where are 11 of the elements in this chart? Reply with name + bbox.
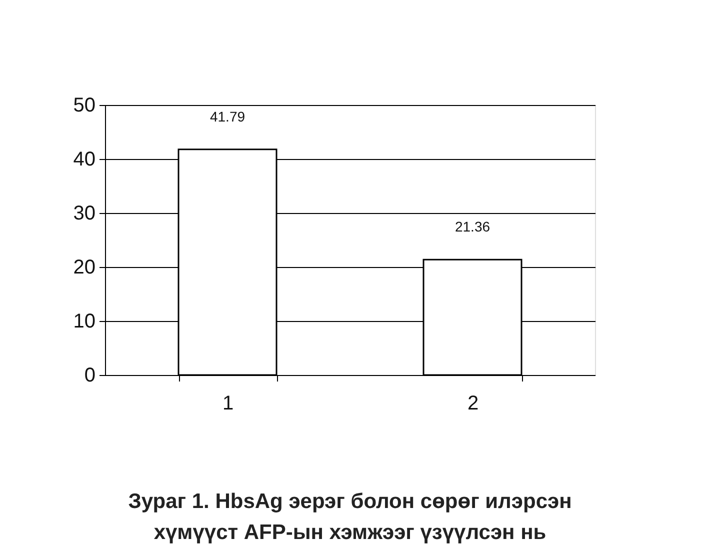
- data-label: 41.79: [210, 108, 246, 124]
- y-tick-label: 20: [73, 256, 96, 278]
- y-tick-label: 40: [73, 148, 96, 170]
- text: Зураг 1. HbsAg эерэг болон сөрөг илэрсэн хүмүүст AFP-ын хэмжээг үзүүлсэн нь: [128, 490, 572, 544]
- y-tick-label: 50: [73, 94, 96, 116]
- x-tick-label: 2: [467, 392, 479, 414]
- data-label: 21.36: [454, 218, 490, 235]
- y-tick-label: 0: [84, 364, 96, 386]
- y-tick-label: 30: [73, 202, 96, 224]
- x-tick-label: 1: [222, 392, 234, 414]
- y-tick-label: 10: [73, 310, 96, 332]
